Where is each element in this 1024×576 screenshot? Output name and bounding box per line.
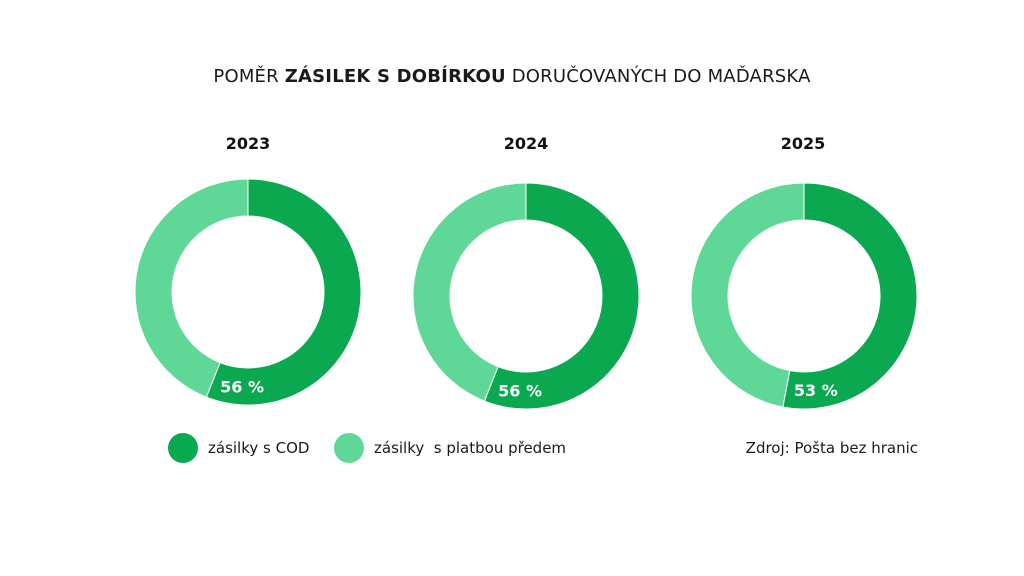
donut-slice-prepaid-2024: [412, 182, 527, 402]
donut-slice-cod-2025: [782, 182, 918, 410]
legend-swatch-cod: [168, 433, 198, 463]
donut-label-2025: 53 %: [794, 381, 838, 400]
donut-label-2023: 56 %: [220, 377, 264, 396]
year-label-2024: 2024: [503, 134, 549, 153]
donut-slice-cod-2024: [483, 182, 640, 410]
legend-label-prepaid: zásilky s platbou předem: [374, 439, 567, 457]
legend-item-prepaid: zásilky s platbou předem: [334, 432, 566, 464]
donut-label-2024: 56 %: [498, 381, 542, 400]
donut-slice-cod-2023: [205, 178, 362, 406]
year-label-2023: 2023: [225, 134, 271, 153]
legend-item-cod: zásilky s COD: [168, 432, 309, 464]
chart-title: POMĚR ZÁSILEK S DOBÍRKOU DORUČOVANÝCH DO…: [0, 66, 1024, 87]
legend-label-cod: zásilky s COD: [208, 439, 310, 457]
source-note: Zdroj: Pošta bez hranic: [745, 439, 918, 457]
donut-slice-prepaid-2023: [134, 178, 249, 398]
title-bold: ZÁSILEK S DOBÍRKOU: [284, 66, 506, 87]
year-label-2025: 2025: [780, 134, 826, 153]
legend-swatch-prepaid: [334, 433, 364, 463]
title-prefix: POMĚR: [213, 66, 285, 87]
donut-slice-prepaid-2025: [690, 182, 805, 408]
title-suffix: DORUČOVANÝCH DO MAĎARSKA: [505, 66, 811, 87]
